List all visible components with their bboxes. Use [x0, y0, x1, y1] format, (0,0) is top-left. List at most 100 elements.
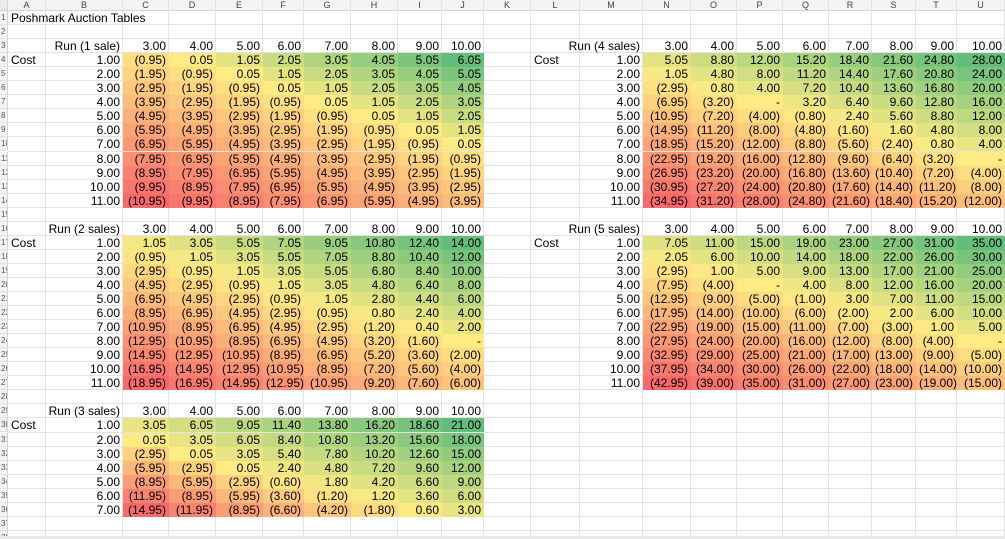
profit-cell[interactable]: (0.95)	[169, 67, 216, 82]
profit-cell[interactable]: 1.05	[643, 67, 691, 82]
profit-cell[interactable]: (1.95)	[351, 137, 398, 152]
profit-cell[interactable]: 9.00	[783, 263, 829, 278]
profit-cell[interactable]: (6.00)	[442, 376, 484, 391]
profit-cell[interactable]: (8.95)	[123, 306, 169, 321]
profit-cell[interactable]: (10.00)	[957, 362, 1005, 377]
profit-cell[interactable]: (25.00)	[737, 348, 783, 363]
cost-value[interactable]: 6.00	[96, 488, 120, 503]
profit-cell[interactable]: 10.80	[351, 235, 398, 250]
column-header-h[interactable]: H	[351, 0, 398, 11]
cost-value[interactable]: 11.00	[90, 193, 120, 208]
profit-cell[interactable]: (14.00)	[916, 362, 957, 377]
profit-cell[interactable]: (24.00)	[737, 179, 783, 194]
profit-cell[interactable]: (12.95)	[123, 334, 169, 349]
cost-value[interactable]: 4.00	[96, 95, 120, 110]
price-header[interactable]: 10.00	[450, 39, 481, 54]
profit-cell[interactable]: (4.95)	[263, 320, 304, 335]
table-title[interactable]: Run (3 sales)	[48, 404, 120, 419]
profit-cell[interactable]: (2.95)	[304, 137, 351, 152]
profit-cell[interactable]: (17.00)	[829, 348, 872, 363]
profit-cell[interactable]: (1.95)	[398, 151, 442, 166]
column-header-g[interactable]: G	[304, 0, 351, 11]
profit-cell[interactable]: 0.05	[169, 446, 216, 461]
profit-cell[interactable]: 1.05	[263, 277, 304, 292]
column-header-c[interactable]: C	[123, 0, 169, 11]
profit-cell[interactable]: 6.05	[442, 53, 484, 68]
row-header[interactable]: 26	[0, 362, 8, 377]
cost-value[interactable]: 5.00	[616, 109, 640, 124]
profit-cell[interactable]: (2.95)	[216, 292, 263, 307]
profit-cell[interactable]: (16.80)	[783, 165, 829, 180]
row-header[interactable]: 22	[0, 306, 8, 321]
profit-cell[interactable]: (6.95)	[263, 179, 304, 194]
profit-cell[interactable]: (4.95)	[263, 151, 304, 166]
profit-cell[interactable]: (4.00)	[691, 277, 737, 292]
price-header[interactable]: 4.00	[189, 39, 213, 54]
cost-value[interactable]: 6.00	[616, 306, 640, 321]
profit-cell[interactable]: (32.95)	[643, 348, 691, 363]
profit-cell[interactable]: 20.00	[957, 81, 1005, 96]
select-all-corner[interactable]	[0, 0, 8, 11]
profit-cell[interactable]: (10.95)	[304, 376, 351, 391]
profit-cell[interactable]: (5.95)	[351, 193, 398, 208]
profit-cell[interactable]: (6.95)	[643, 95, 691, 110]
profit-cell[interactable]: (19.00)	[916, 376, 957, 391]
profit-cell[interactable]: 12.40	[398, 235, 442, 250]
profit-cell[interactable]: (6.00)	[783, 306, 829, 321]
cost-value[interactable]: 1.00	[96, 235, 120, 250]
profit-cell[interactable]: (8.95)	[169, 488, 216, 503]
profit-cell[interactable]: (0.95)	[304, 109, 351, 124]
profit-cell[interactable]: (14.95)	[123, 348, 169, 363]
profit-cell[interactable]: (4.00)	[442, 362, 484, 377]
cost-value[interactable]: 9.00	[616, 165, 640, 180]
profit-cell[interactable]: (31.00)	[783, 376, 829, 391]
profit-cell[interactable]: (9.60)	[829, 151, 872, 166]
profit-cell[interactable]: 0.05	[442, 137, 484, 152]
profit-cell[interactable]: (5.95)	[216, 151, 263, 166]
profit-cell[interactable]: (0.95)	[351, 123, 398, 138]
profit-cell[interactable]: (8.00)	[957, 179, 1005, 194]
cost-value[interactable]: 7.00	[96, 137, 120, 152]
profit-cell[interactable]: 13.00	[829, 263, 872, 278]
cost-label[interactable]: Cost	[11, 53, 36, 68]
profit-cell[interactable]: (34.00)	[691, 362, 737, 377]
profit-cell[interactable]: (16.95)	[123, 362, 169, 377]
profit-cell[interactable]: (19.00)	[691, 320, 737, 335]
cost-value[interactable]: 10.00	[609, 362, 640, 377]
profit-cell[interactable]: (2.95)	[351, 151, 398, 166]
profit-cell[interactable]: 18.60	[398, 418, 442, 433]
profit-cell[interactable]: 4.40	[398, 292, 442, 307]
profit-cell[interactable]: 9.60	[872, 95, 916, 110]
profit-cell[interactable]: (7.95)	[123, 151, 169, 166]
row-header[interactable]: 16	[0, 221, 8, 236]
profit-cell[interactable]: (2.00)	[829, 306, 872, 321]
profit-cell[interactable]: 10.00	[737, 249, 783, 264]
profit-cell[interactable]: (37.95)	[643, 362, 691, 377]
profit-cell[interactable]: (7.95)	[643, 277, 691, 292]
profit-cell[interactable]: 5.05	[216, 235, 263, 250]
profit-cell[interactable]: (6.95)	[263, 334, 304, 349]
profit-cell[interactable]: 11.00	[691, 235, 737, 250]
profit-cell[interactable]: (4.95)	[123, 277, 169, 292]
profit-cell[interactable]: 1.80	[304, 474, 351, 489]
cost-value[interactable]: 6.00	[96, 123, 120, 138]
profit-cell[interactable]: (1.95)	[263, 109, 304, 124]
profit-cell[interactable]: (4.00)	[737, 109, 783, 124]
profit-cell[interactable]: (8.95)	[169, 320, 216, 335]
profit-cell[interactable]: (12.00)	[957, 193, 1005, 208]
sheet-title-cell[interactable]: Poshmark Auction Tables	[11, 11, 146, 25]
profit-cell[interactable]: (4.00)	[957, 165, 1005, 180]
profit-cell[interactable]: (5.60)	[829, 137, 872, 152]
profit-cell[interactable]: 13.80	[304, 418, 351, 433]
profit-cell[interactable]: 1.05	[398, 109, 442, 124]
profit-cell[interactable]: (30.00)	[737, 362, 783, 377]
profit-cell[interactable]: (16.00)	[737, 151, 783, 166]
profit-cell[interactable]: 4.05	[398, 67, 442, 82]
profit-cell[interactable]: (8.95)	[216, 193, 263, 208]
price-header[interactable]: 3.00	[142, 404, 166, 419]
price-header[interactable]: 4.00	[189, 221, 213, 236]
profit-cell[interactable]: (14.95)	[169, 362, 216, 377]
profit-cell[interactable]: (23.00)	[872, 376, 916, 391]
profit-cell[interactable]: (5.60)	[398, 362, 442, 377]
